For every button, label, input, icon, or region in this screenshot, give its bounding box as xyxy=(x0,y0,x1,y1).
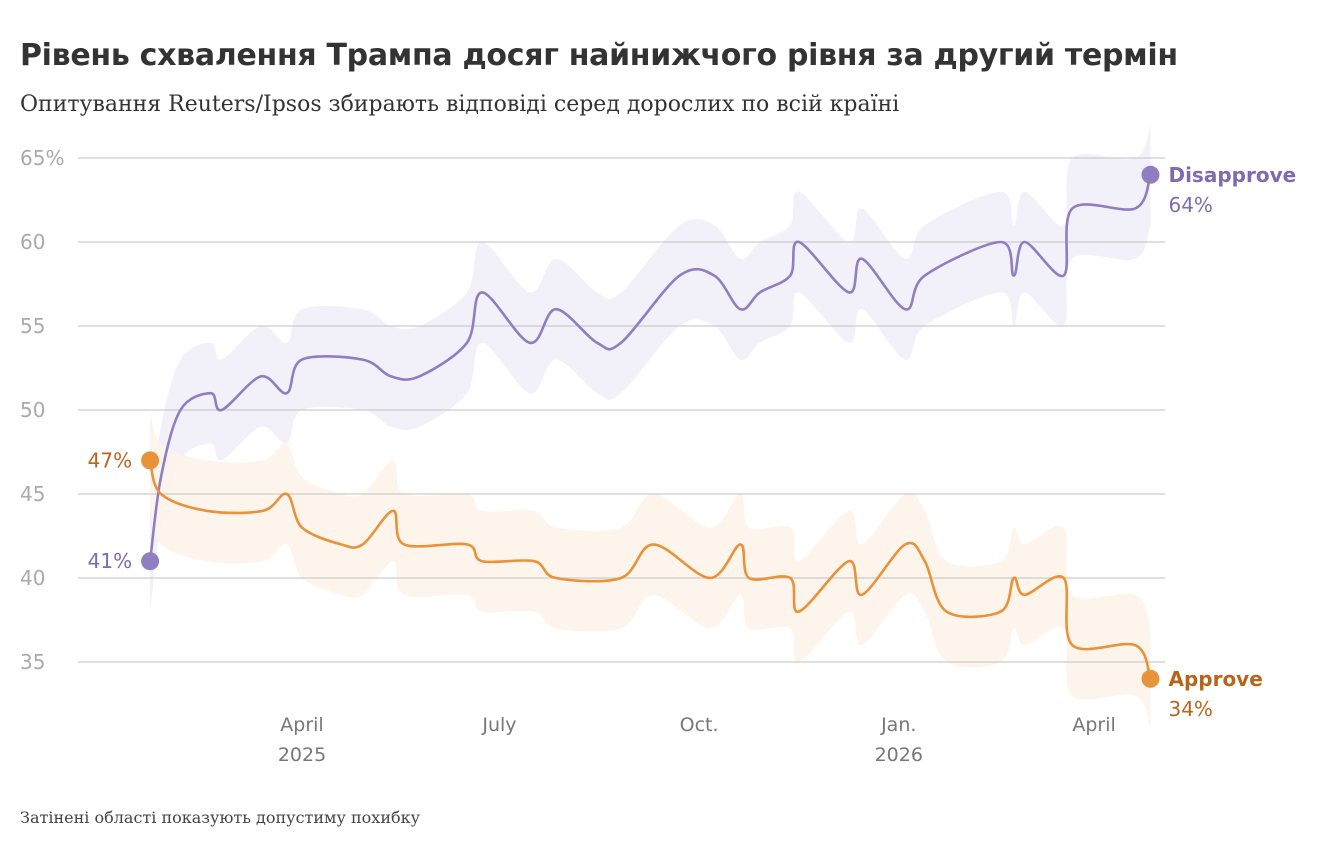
x-tick-year: 2026 xyxy=(875,744,923,766)
end-marker xyxy=(1141,165,1160,184)
error-band-disapprove xyxy=(150,124,1151,612)
x-tick-label: April xyxy=(1072,714,1115,736)
series-line-disapprove xyxy=(148,174,1152,562)
chart-title: Рівень схвалення Трампа досяг найнижчого… xyxy=(20,38,1178,73)
start-value-label: 41% xyxy=(88,549,132,573)
x-tick-label: Jan. xyxy=(880,714,916,736)
y-tick-label: 40 xyxy=(20,566,45,590)
series-name-label: Disapprove xyxy=(1168,163,1296,187)
start-value-label: 47% xyxy=(88,448,132,472)
y-tick-label: 65% xyxy=(20,146,64,170)
x-tick-label: Oct. xyxy=(680,714,719,736)
series-line-approve xyxy=(148,460,1152,680)
y-tick-label: 55 xyxy=(20,314,45,338)
y-tick-label: 50 xyxy=(20,398,45,422)
x-tick-label: April xyxy=(280,714,323,736)
start-marker xyxy=(141,552,160,571)
x-tick-label: July xyxy=(481,714,516,736)
end-marker xyxy=(1141,669,1160,688)
x-tick-year: 2025 xyxy=(278,744,326,766)
series-name-label: Approve xyxy=(1168,667,1262,691)
y-tick-label: 35 xyxy=(20,650,45,674)
line-chart: 35 40 45 50 55 60 65% April 2025 July Oct. Jan. 2026… xyxy=(20,124,1296,766)
footnote: Затінені області показують допустиму пох… xyxy=(20,808,421,827)
start-marker xyxy=(141,451,160,470)
y-tick-label: 45 xyxy=(20,482,45,506)
chart-subtitle: Опитування Reuters/Ipsos збирають відпов… xyxy=(20,92,900,117)
end-value-label: 34% xyxy=(1168,697,1212,721)
y-tick-label: 60 xyxy=(20,230,45,254)
end-value-label: 64% xyxy=(1168,193,1212,217)
error-band-approve xyxy=(150,410,1151,730)
